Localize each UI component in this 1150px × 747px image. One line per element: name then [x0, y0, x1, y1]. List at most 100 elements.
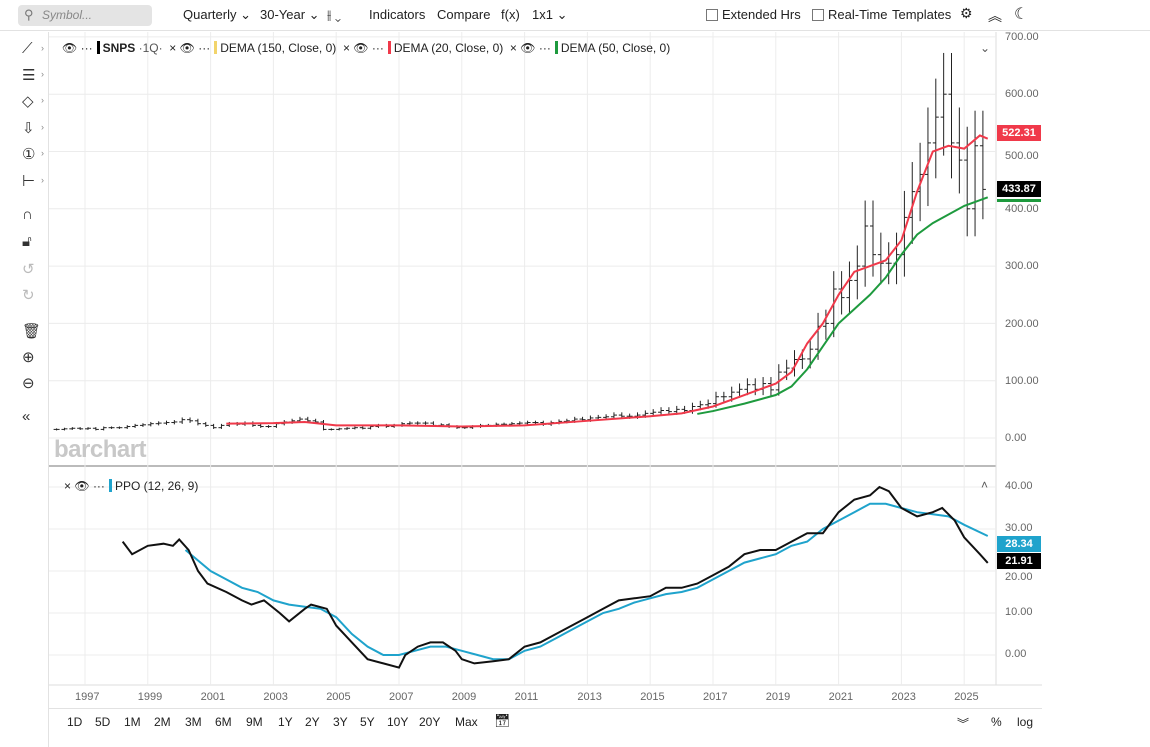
- ppo-line: [121, 485, 989, 669]
- time-axis-label: 2019: [765, 691, 791, 703]
- eye-icon[interactable]: 👁︎: [62, 41, 78, 55]
- extended-hrs-checkbox[interactable]: Extended Hrs: [706, 7, 801, 22]
- trash-icon[interactable]: 🗑︎: [22, 323, 42, 340]
- redo-icon[interactable]: ↻: [22, 287, 35, 304]
- range-dropdown[interactable]: 30-Year ⌄: [260, 7, 320, 22]
- time-axis-label: 2015: [640, 691, 665, 703]
- more-menu[interactable]: ···: [198, 41, 211, 55]
- time-axis-label: 2007: [389, 691, 414, 703]
- layout-dropdown[interactable]: 1x1 ⌄: [532, 7, 568, 22]
- range-button-10y[interactable]: 10Y: [387, 715, 409, 729]
- ppo-axis-label: 20.00: [1005, 571, 1033, 583]
- eye-icon[interactable]: 👁︎: [179, 41, 195, 55]
- dema20-line: [226, 134, 989, 428]
- range-button-3y[interactable]: 3Y: [333, 715, 348, 729]
- range-button-1d[interactable]: 1D: [67, 715, 83, 729]
- ppo-axis-label: 10.00: [1005, 606, 1033, 618]
- remove-ppo[interactable]: ×: [64, 479, 72, 493]
- range-button-9m[interactable]: 9M: [246, 715, 263, 729]
- eye-icon[interactable]: 👁︎: [353, 41, 369, 55]
- snps-color-swatch: [96, 41, 100, 54]
- templates-button[interactable]: Templates: [892, 7, 952, 22]
- ppo-axis-label: 0.00: [1005, 648, 1027, 660]
- range-button-6m[interactable]: 6M: [215, 715, 232, 729]
- fx-button[interactable]: f(x): [501, 7, 520, 22]
- range-button-20y[interactable]: 20Y: [419, 715, 441, 729]
- symbol-search-input[interactable]: ⚲ Symbol...: [18, 5, 152, 26]
- eye-icon[interactable]: 👁︎: [520, 41, 536, 55]
- magnet-icon[interactable]: ∩: [22, 206, 33, 223]
- time-axis-label: 1999: [137, 691, 163, 703]
- signal-last-value-tag: 28.34: [997, 536, 1041, 552]
- undo-icon[interactable]: ↺: [22, 261, 35, 278]
- log-toggle[interactable]: log: [1017, 715, 1034, 729]
- collapse-sidebar-icon[interactable]: «: [22, 408, 31, 425]
- real-time-checkbox[interactable]: Real-Time: [812, 7, 887, 22]
- arrow-tool-icon[interactable]: ⇩ ›: [22, 120, 44, 137]
- indicators-button[interactable]: Indicators: [369, 7, 426, 22]
- range-button-2m[interactable]: 2M: [154, 715, 171, 729]
- price-axis-label: 700.00: [1005, 31, 1039, 43]
- price-axis-label: 100.00: [1005, 374, 1039, 387]
- range-button-5y[interactable]: 5Y: [360, 715, 375, 729]
- more-menu[interactable]: ···: [538, 41, 551, 55]
- collapse-chevrons-icon[interactable]: ︽: [988, 8, 1002, 24]
- unlock-icon[interactable]: 🔓︎: [22, 233, 32, 250]
- calendar-icon[interactable]: 📅︎: [494, 713, 511, 728]
- bottom-bar: 1D 5D 1M 2M 3M 6M 9M 1Y 2Y 3Y 5Y 10Y 20Y Max 📅︎ ︾ % l…: [49, 708, 1042, 734]
- time-axis-label: 2003: [263, 691, 288, 703]
- annotation-tool-icon[interactable]: ① ›: [22, 146, 44, 163]
- range-button-1y[interactable]: 1Y: [278, 715, 293, 729]
- time-axis-label: 2005: [326, 691, 351, 703]
- main-legend: 👁︎ ··· SNPS ·1Q· × 👁︎ ··· DEMA (150, Close…: [62, 41, 670, 55]
- time-axis-label: 2023: [891, 691, 916, 703]
- remove-dema50[interactable]: ×: [509, 41, 517, 55]
- more-menu[interactable]: ···: [92, 479, 105, 493]
- range-button-1m[interactable]: 1M: [124, 715, 141, 729]
- remove-dema150[interactable]: ×: [169, 41, 177, 55]
- dema50-line: [697, 196, 989, 415]
- price-axis-label: 0.00: [1005, 432, 1027, 445]
- percent-toggle[interactable]: %: [991, 715, 1002, 729]
- measure-tool-icon[interactable]: ⊢ ›: [22, 173, 44, 190]
- more-menu[interactable]: ···: [80, 41, 93, 55]
- dema50-label: DEMA (50, Close, 0): [560, 41, 671, 55]
- ppo-last-value-tag: 21.91: [997, 553, 1041, 569]
- last-price-tag: 433.87: [997, 181, 1041, 197]
- remove-dema20[interactable]: ×: [342, 41, 350, 55]
- settings-gear-icon[interactable]: ⚙: [960, 5, 973, 21]
- range-button-5d[interactable]: 5D: [95, 715, 111, 729]
- ppo-pane-collapse-icon[interactable]: ˄: [981, 478, 989, 492]
- chart-type-dropdown[interactable]: ⫲ ⌄: [327, 7, 341, 22]
- compare-button[interactable]: Compare: [437, 7, 491, 22]
- time-axis-label: 2013: [577, 691, 602, 703]
- time-axis-label: 2021: [828, 691, 854, 703]
- fib-tool-icon[interactable]: ☰ ›: [22, 67, 44, 84]
- range-button-max[interactable]: Max: [455, 715, 478, 729]
- drawing-toolbar: ⟋ › ☰ › ◇ › ⇩ › ① › ⊢ › ∩ 🔓︎ ↺ ↻ 🗑︎ ⊕ ⊖ «: [0, 32, 49, 747]
- range-button-2y[interactable]: 2Y: [305, 715, 320, 729]
- ppo-signal-line: [184, 502, 989, 661]
- dema150-label: DEMA (150, Close, 0): [220, 41, 337, 55]
- barchart-logo: barchart: [54, 436, 147, 463]
- range-button-3m[interactable]: 3M: [185, 715, 202, 729]
- dema150-swatch: [214, 41, 218, 54]
- expand-chevrons-icon[interactable]: ︾: [957, 717, 970, 731]
- trendline-tool-icon[interactable]: ⟋ ›: [22, 40, 44, 57]
- dema50-swatch: [554, 41, 558, 54]
- dema50-last-value-tag: [997, 199, 1041, 202]
- zoom-in-icon[interactable]: ⊕: [22, 349, 35, 366]
- more-menu[interactable]: ···: [371, 41, 384, 55]
- price-axis-label: 300.00: [1005, 260, 1039, 273]
- legend-collapse-chevron-icon[interactable]: ⌄: [980, 41, 991, 55]
- zoom-out-icon[interactable]: ⊖: [22, 375, 35, 392]
- eye-icon[interactable]: 👁︎: [74, 479, 90, 493]
- interval-dropdown[interactable]: Quarterly ⌄: [183, 7, 251, 22]
- dark-mode-moon-icon[interactable]: ☾: [1014, 6, 1029, 23]
- time-axis-label: 2017: [703, 691, 728, 703]
- time-axis-label: 2001: [200, 691, 226, 703]
- dema20-swatch: [387, 41, 391, 54]
- shape-tool-icon[interactable]: ◇ ›: [22, 93, 44, 110]
- ppo-swatch: [108, 479, 112, 492]
